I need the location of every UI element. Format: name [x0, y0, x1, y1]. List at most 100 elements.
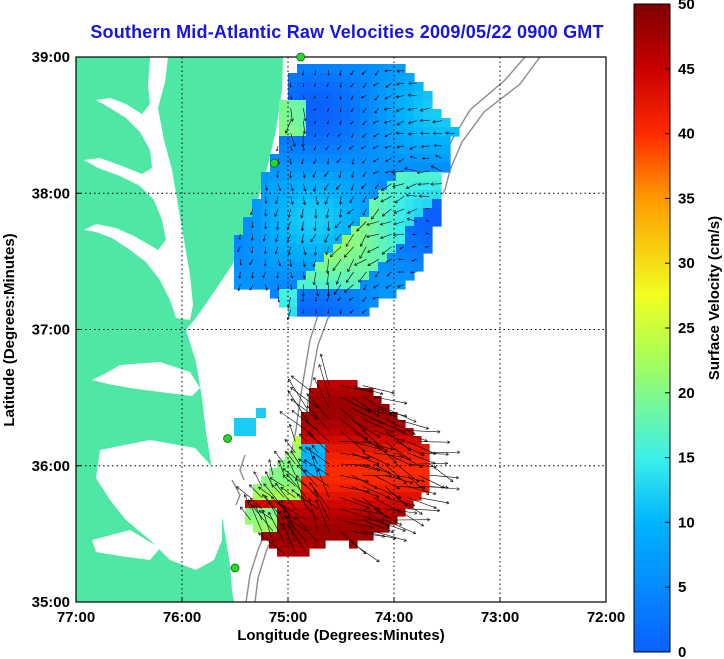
- velocity-vector: [407, 441, 437, 455]
- velocity-vector: [324, 196, 329, 205]
- velocity-cell: [357, 420, 366, 429]
- velocity-cell: [317, 396, 326, 405]
- velocity-vector: [430, 183, 442, 185]
- velocity-vector: [373, 196, 380, 201]
- velocity-vector: [254, 504, 263, 521]
- velocity-cell: [387, 127, 397, 137]
- velocity-cell: [252, 271, 262, 281]
- velocity-cell: [369, 145, 379, 155]
- velocity-arrowhead: [275, 227, 280, 230]
- velocity-arrowhead: [396, 145, 400, 149]
- velocity-cell: [413, 468, 422, 477]
- velocity-vector: [372, 296, 379, 299]
- velocity-arrowhead: [426, 219, 428, 222]
- x-tick-label: 72:00: [587, 609, 625, 626]
- velocity-vector: [259, 510, 274, 521]
- velocity-cell: [360, 145, 370, 155]
- velocity-vector: [386, 259, 392, 263]
- velocity-cell: [234, 244, 244, 254]
- velocity-arrowhead: [372, 83, 376, 87]
- velocity-cell: [360, 226, 370, 236]
- velocity-arrowhead: [284, 439, 288, 443]
- velocity-cell: [369, 91, 379, 101]
- velocity-arrowhead: [390, 429, 395, 433]
- velocity-arrowhead: [311, 444, 315, 449]
- velocity-vector: [290, 398, 318, 420]
- station-marker: [230, 563, 240, 573]
- velocity-arrowhead: [302, 148, 305, 151]
- velocity-cell: [413, 452, 422, 461]
- velocity-cell: [309, 436, 318, 445]
- velocity-cell: [333, 244, 343, 254]
- velocity-cell: [270, 289, 280, 299]
- velocity-arrowhead: [308, 447, 312, 451]
- velocity-cell: [279, 145, 289, 155]
- velocity-vector: [301, 234, 304, 244]
- velocity-arrowhead: [410, 155, 413, 159]
- velocity-vector: [351, 508, 384, 515]
- velocity-vector: [275, 234, 279, 243]
- velocity-cell: [378, 253, 388, 263]
- velocity-cell: [378, 82, 388, 92]
- velocity-arrowhead: [361, 96, 364, 99]
- velocity-arrowhead: [312, 455, 316, 459]
- velocity-cell: [306, 298, 316, 308]
- velocity-cell: [333, 532, 342, 541]
- velocity-arrowhead: [457, 450, 460, 454]
- velocity-arrowhead: [306, 405, 311, 409]
- velocity-cell: [405, 271, 415, 281]
- velocity-cell: [397, 452, 406, 461]
- velocity-arrowhead: [325, 251, 329, 256]
- velocity-cell: [381, 452, 390, 461]
- velocity-cell: [333, 163, 343, 173]
- velocity-cell: [252, 244, 262, 254]
- velocity-vector: [352, 158, 354, 165]
- velocity-cell: [369, 154, 379, 164]
- velocity-cell: [378, 118, 388, 128]
- velocity-cell: [297, 208, 307, 218]
- velocity-arrowhead: [290, 387, 294, 391]
- velocity-cell: [301, 452, 310, 461]
- velocity-cell: [285, 548, 294, 557]
- velocity-cell: [285, 508, 294, 517]
- velocity-cell: [277, 476, 286, 485]
- velocity-cell: [297, 118, 307, 128]
- velocity-vector: [385, 158, 392, 162]
- velocity-cell: [405, 145, 415, 155]
- velocity-cell: [351, 100, 361, 110]
- velocity-vector: [362, 120, 367, 126]
- velocity-cell: [324, 136, 334, 146]
- velocity-arrowhead: [258, 532, 262, 536]
- velocity-cell: [270, 271, 280, 281]
- velocity-arrowhead: [261, 509, 266, 513]
- velocity-cell: [325, 380, 334, 389]
- colorbar-tick-label: 30: [678, 255, 695, 272]
- velocity-arrowhead: [374, 110, 377, 114]
- velocity-arrowhead: [240, 506, 244, 510]
- velocity-cell: [414, 181, 424, 191]
- velocity-arrowhead: [347, 211, 351, 215]
- velocity-vector: [250, 208, 254, 216]
- velocity-vector: [350, 95, 354, 100]
- velocity-cell: [414, 91, 424, 101]
- velocity-cell: [369, 73, 379, 83]
- velocity-cell: [297, 100, 307, 110]
- velocity-vector: [325, 145, 329, 151]
- velocity-cell: [333, 412, 342, 421]
- velocity-vector: [330, 246, 342, 257]
- velocity-cell: [405, 492, 414, 501]
- velocity-arrowhead: [350, 85, 353, 88]
- velocity-cell: [269, 540, 278, 549]
- velocity-vector: [317, 468, 330, 498]
- velocity-cell: [378, 181, 388, 191]
- velocity-cell: [297, 271, 307, 281]
- velocity-vector: [288, 246, 291, 255]
- velocity-vector: [351, 497, 381, 510]
- velocity-arrowhead: [314, 122, 316, 124]
- velocity-arrowhead: [403, 538, 407, 542]
- velocity-cell: [261, 271, 271, 281]
- velocity-cell: [369, 199, 379, 209]
- velocity-cell: [387, 253, 397, 263]
- velocity-arrowhead: [290, 275, 294, 279]
- velocity-arrowhead: [386, 274, 390, 277]
